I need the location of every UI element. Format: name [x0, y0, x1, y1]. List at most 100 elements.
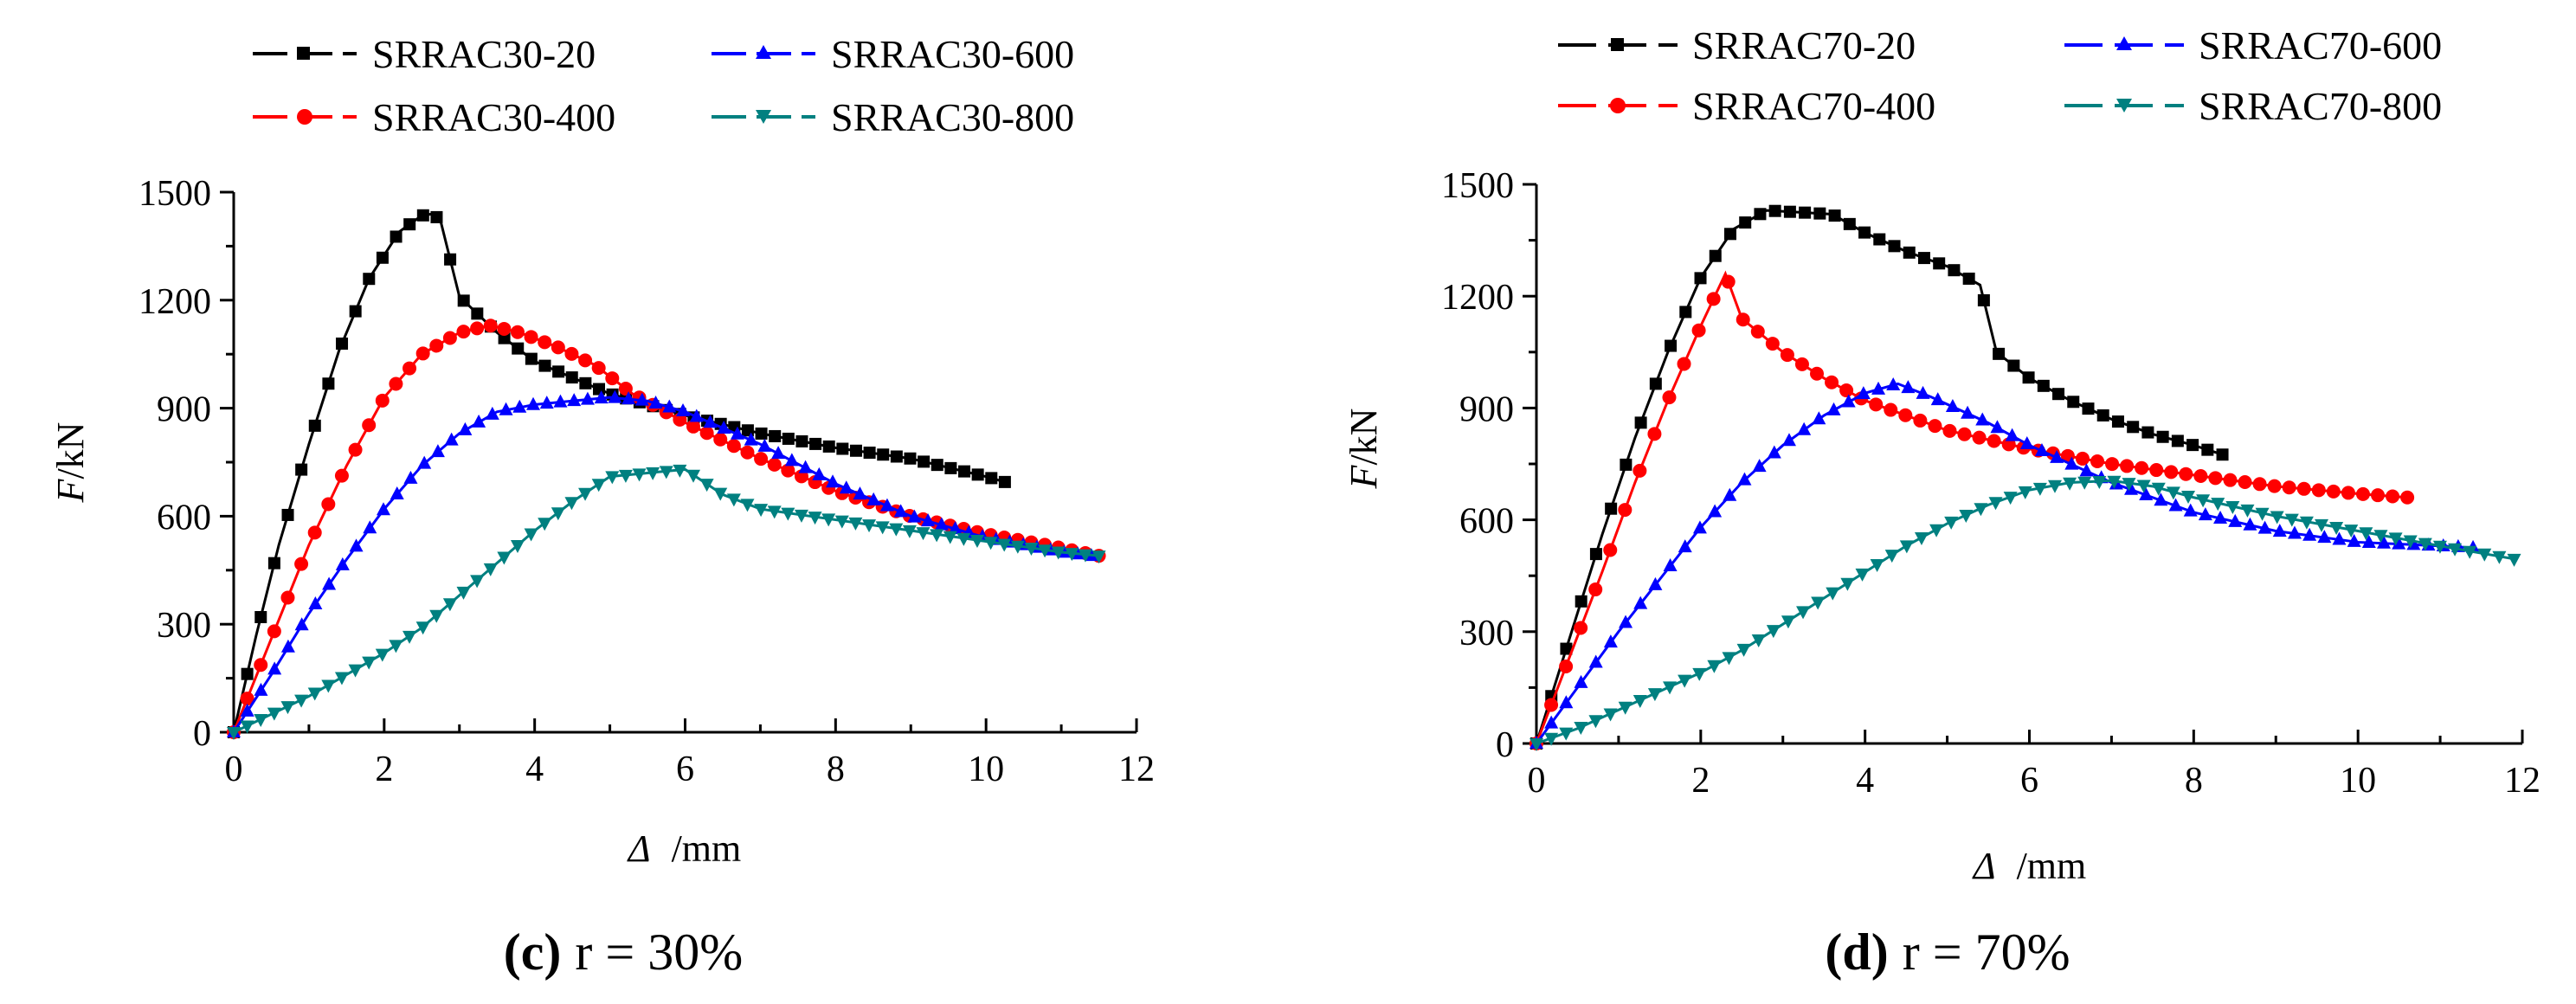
data-point: [227, 727, 241, 740]
series-line: [1536, 479, 2515, 745]
data-point: [2107, 475, 2122, 489]
data-point: [2361, 535, 2376, 549]
data-point: [808, 512, 822, 525]
caption-d: (d) r = 70%: [1825, 924, 2070, 981]
data-point: [1575, 595, 1587, 608]
data-point: [1038, 544, 1053, 558]
data-point: [1843, 217, 1856, 230]
legend-label-c-0: SRRAC30-20: [372, 32, 596, 76]
data-point: [930, 529, 944, 543]
data-point: [415, 621, 430, 635]
y-tick-label: 1200: [1441, 278, 1514, 318]
data-point: [997, 538, 1012, 552]
data-point: [1903, 246, 1916, 259]
data-point: [1678, 674, 1692, 688]
data-point: [2326, 484, 2341, 499]
data-point: [2092, 476, 2107, 490]
data-point: [2022, 371, 2035, 384]
data-point: [821, 513, 836, 527]
x-tick-label: 8: [827, 750, 845, 789]
data-point: [2067, 396, 2080, 409]
data-point: [848, 517, 863, 531]
data-point: [1942, 423, 1957, 438]
data-point: [2168, 498, 2183, 512]
data-point: [782, 432, 795, 445]
data-point: [2492, 550, 2507, 564]
data-point: [375, 648, 390, 662]
data-point: [822, 440, 835, 453]
data-point: [646, 467, 660, 480]
data-point: [376, 251, 389, 264]
data-point: [754, 504, 769, 518]
data-point: [2507, 553, 2521, 567]
data-point: [699, 479, 714, 492]
data-point: [417, 455, 432, 469]
legend-marker-d-1: [2116, 36, 2132, 50]
data-point: [1781, 433, 1796, 447]
legend-item-d-3: SRRAC70-800: [2064, 84, 2442, 128]
data-point: [2171, 434, 2184, 447]
data-point: [390, 230, 402, 243]
data-point: [618, 382, 633, 396]
legend-marker-d-3: [2116, 99, 2132, 113]
data-point: [717, 421, 731, 434]
caption-c: (c) r = 30%: [504, 924, 743, 981]
data-point: [2267, 479, 2282, 493]
data-point: [1766, 625, 1781, 639]
data-point: [1605, 502, 1618, 515]
data-point: [2344, 525, 2359, 538]
data-point: [403, 470, 418, 484]
data-point: [349, 305, 362, 318]
data-point: [809, 437, 822, 450]
data-point: [2341, 486, 2355, 500]
data-point: [1826, 402, 1841, 415]
data-point: [2186, 439, 2199, 452]
x-tick-label: 12: [2504, 761, 2541, 801]
data-point: [564, 346, 579, 361]
data-point: [1692, 667, 1707, 681]
data-point: [1901, 380, 1916, 394]
data-point: [1930, 392, 1945, 406]
data-point: [757, 438, 772, 452]
y-axis-title-c: F/kN: [49, 422, 92, 504]
data-point: [429, 338, 444, 353]
data-point: [280, 701, 295, 715]
data-point: [730, 426, 744, 440]
data-point: [2463, 545, 2477, 559]
data-point: [795, 434, 808, 447]
data-point: [2272, 524, 2287, 537]
data-point: [2287, 525, 2302, 539]
panel-c: SRRAC30-20 SRRAC30-600 SRRAC30-400 SRRAC…: [49, 32, 1155, 981]
legend-label-d-0: SRRAC70-20: [1692, 23, 1916, 68]
series-d-3: [1530, 475, 2521, 751]
data-point: [2329, 521, 2344, 535]
legend-item-c-2: SRRAC30-400: [253, 95, 615, 139]
data-point: [1768, 204, 1781, 217]
data-point: [377, 502, 391, 516]
data-point: [240, 720, 254, 734]
data-point: [2154, 492, 2168, 506]
data-point: [2282, 480, 2296, 495]
data-point: [363, 520, 377, 534]
x-axis-title-c: Δ/mm: [627, 827, 742, 870]
data-point: [755, 427, 768, 440]
data-point: [1736, 643, 1751, 657]
series-line: [232, 212, 1006, 733]
data-point: [890, 450, 903, 463]
data-point: [2238, 474, 2252, 489]
data-point: [673, 464, 687, 478]
data-point: [2302, 527, 2317, 541]
data-point: [889, 523, 904, 537]
data-point: [1990, 420, 2005, 434]
data-point: [1544, 732, 1559, 746]
data-point: [1691, 323, 1706, 338]
data-point: [321, 679, 336, 693]
data-point: [1975, 412, 1990, 426]
x-tick-label: 12: [1118, 750, 1155, 789]
data-point: [1665, 339, 1678, 352]
y-tick-label: 1500: [138, 174, 211, 214]
data-point: [2141, 426, 2154, 439]
data-point: [1886, 376, 1901, 390]
data-point: [538, 335, 552, 350]
data-point: [983, 537, 998, 550]
